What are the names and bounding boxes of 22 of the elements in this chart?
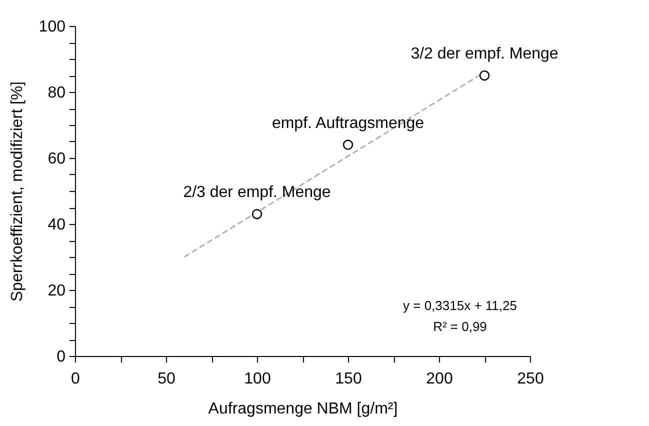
x-tick-label: 100: [244, 370, 271, 388]
point: [342, 140, 354, 150]
point: [479, 70, 490, 81]
annotation: 2/3 der empf. Menge: [183, 184, 331, 202]
y-tick-label: 0: [56, 348, 66, 366]
x-tick-label: 50: [158, 370, 176, 388]
x-tick-label: 0: [71, 370, 80, 388]
x-tick-label: 150: [335, 370, 362, 388]
x-axis-title: Aufragsmenge NBM [g/m²]: [208, 400, 398, 418]
x-tick-label: 200: [426, 370, 453, 388]
y-tick-label: 20: [48, 282, 66, 300]
point: [252, 208, 262, 220]
y-tick-label: 40: [48, 216, 66, 234]
y-tick-label: 60: [48, 150, 66, 168]
y-tick-label: 100: [38, 18, 66, 36]
y-axis-title: Sperrkoeffizient, modifiziert [%]: [8, 81, 26, 302]
annotation: empf. Auftragsmenge: [272, 114, 424, 132]
annotation: R² = 0,99: [433, 319, 487, 334]
annotation: y = 0,3315x + 11,25: [403, 298, 517, 313]
y-tick-label: 80: [48, 84, 66, 102]
annotation: 3/2 der empf. Menge: [410, 46, 558, 62]
x-tick-label: 250: [517, 370, 544, 388]
